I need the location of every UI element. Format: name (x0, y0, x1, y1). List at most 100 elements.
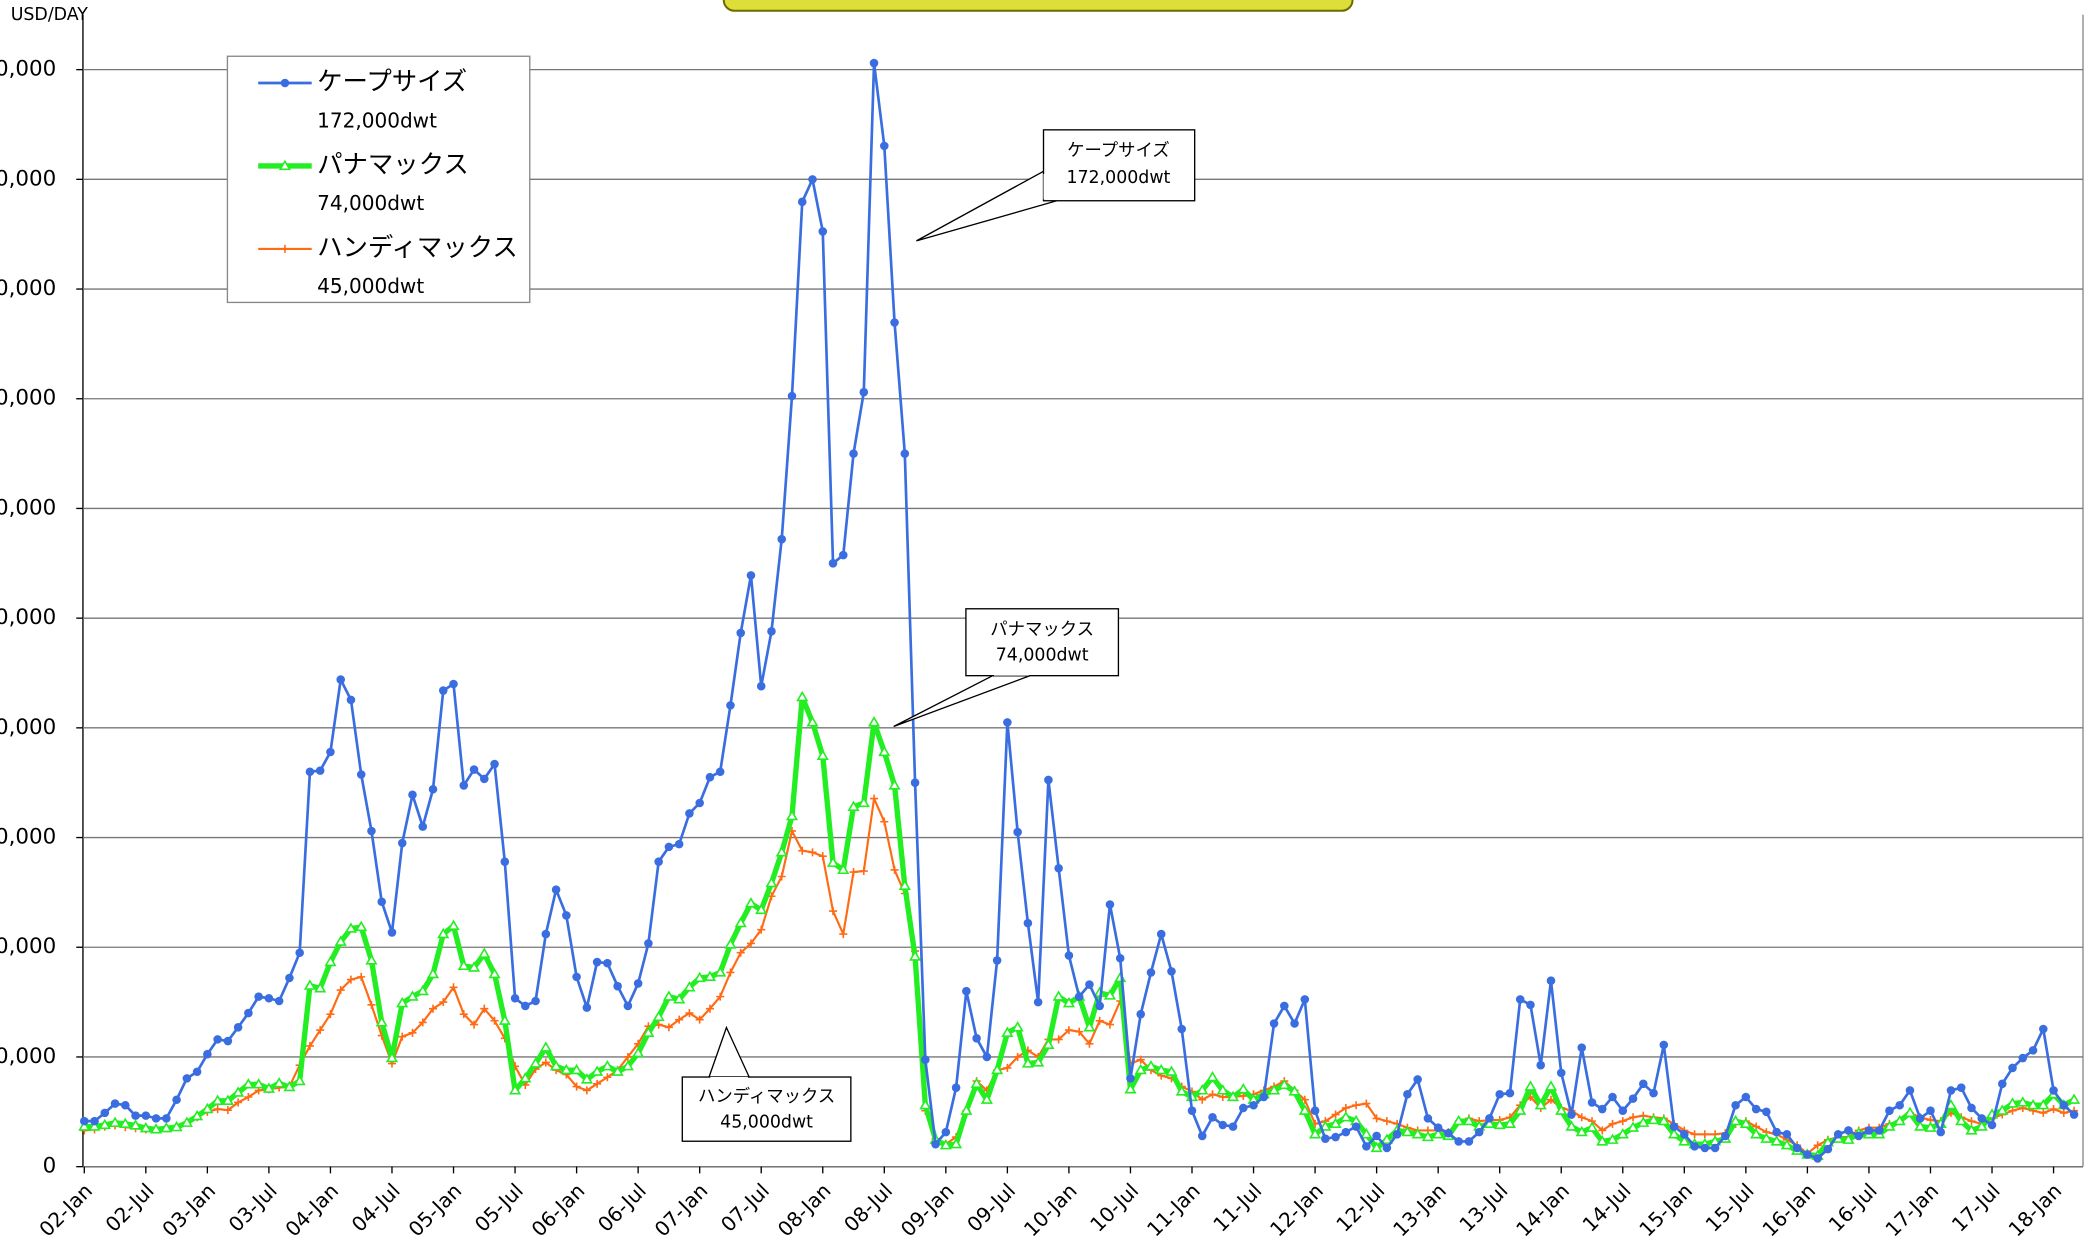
point (1955, 1114, 1968, 1126)
point (1239, 1103, 1248, 1113)
point (293, 1074, 306, 1086)
point (1710, 1143, 1720, 1153)
point (859, 866, 868, 876)
x-tick-label: 04-Jul (347, 1179, 405, 1237)
point (1585, 1121, 1599, 1132)
point (151, 1114, 161, 1123)
callout-box (681, 1076, 852, 1142)
point (1946, 1086, 1956, 1095)
point (1319, 1120, 1332, 1131)
point (1362, 1099, 1371, 1108)
point (652, 1010, 665, 1022)
point (1259, 1092, 1269, 1102)
point (775, 846, 788, 857)
point (418, 1018, 427, 1027)
point (1803, 1150, 1812, 1159)
point (1926, 1106, 1935, 1115)
x-tick-label: 06-Jan (527, 1179, 590, 1242)
point (139, 1121, 152, 1133)
point (326, 1010, 335, 1019)
point (1003, 718, 1012, 727)
x-tick-label: 16-Jan (1757, 1179, 1820, 1242)
point (910, 778, 920, 787)
y-tick-label: 60,000 (0, 825, 56, 850)
point (2039, 1108, 2048, 1117)
point (1033, 997, 1043, 1007)
point (674, 839, 684, 849)
point (1382, 1143, 1392, 1153)
point (1372, 1131, 1381, 1141)
point (1556, 1068, 1566, 1078)
point (1196, 1084, 1209, 1095)
point (88, 1120, 101, 1131)
point (603, 1073, 612, 1082)
point (278, 159, 292, 171)
point (1083, 1021, 1096, 1032)
point (1503, 1117, 1517, 1129)
point (110, 1099, 120, 1108)
point (141, 1111, 151, 1120)
point (449, 983, 458, 992)
point (387, 928, 397, 937)
point (592, 957, 602, 967)
legend-label: パナマックス (317, 149, 469, 179)
point (654, 857, 663, 866)
point (121, 1100, 130, 1110)
point (447, 919, 460, 931)
x-tick-label: 03-Jan (157, 1179, 220, 1242)
point (1924, 1121, 1937, 1132)
x-tick-label: 03-Jul (224, 1179, 282, 1237)
point (580, 1073, 593, 1084)
point (334, 935, 347, 946)
point (1608, 1092, 1617, 1102)
point (664, 1023, 673, 1032)
point (78, 1120, 91, 1131)
callout-text: 45,000dwt (720, 1113, 813, 1133)
point (396, 996, 409, 1008)
point (1524, 1080, 1537, 1091)
point (1639, 1079, 1648, 1089)
point (344, 922, 358, 933)
point (2069, 1110, 2079, 1119)
x-tick-label: 08-Jan (773, 1179, 836, 1242)
x-tick-label: 13-Jul (1454, 1179, 1512, 1237)
point (80, 1116, 89, 1126)
point (1596, 1135, 1609, 1146)
series (80, 58, 2079, 1163)
point (1721, 1131, 1730, 1141)
point (1598, 1126, 1607, 1135)
point (262, 1082, 275, 1093)
point (315, 766, 325, 775)
point (939, 1138, 952, 1150)
point (1780, 1138, 1793, 1150)
point (1105, 900, 1115, 909)
point (254, 992, 263, 1001)
y-tick-label: 180,000 (0, 166, 56, 191)
point (244, 1092, 253, 1102)
x-tick-label: 08-Jul (839, 1179, 897, 1237)
point (480, 774, 489, 784)
point (837, 863, 850, 875)
point (1874, 1126, 1884, 1135)
point (685, 1009, 694, 1018)
point (755, 903, 768, 915)
point (367, 826, 376, 836)
point (1370, 1141, 1383, 1153)
point (1842, 1133, 1855, 1144)
point (970, 1077, 983, 1088)
point (273, 1077, 286, 1088)
point (1965, 1124, 1978, 1135)
point (1032, 1056, 1045, 1067)
point (798, 846, 807, 855)
series (80, 794, 2079, 1158)
point (1308, 1128, 1322, 1139)
point (2049, 1105, 2058, 1114)
point (303, 979, 317, 990)
point (357, 972, 366, 981)
point (1760, 1132, 1773, 1143)
point (490, 1016, 499, 1025)
point (675, 1015, 684, 1024)
point (1085, 1039, 1094, 1048)
point (1280, 1001, 1289, 1011)
series (78, 690, 2081, 1160)
